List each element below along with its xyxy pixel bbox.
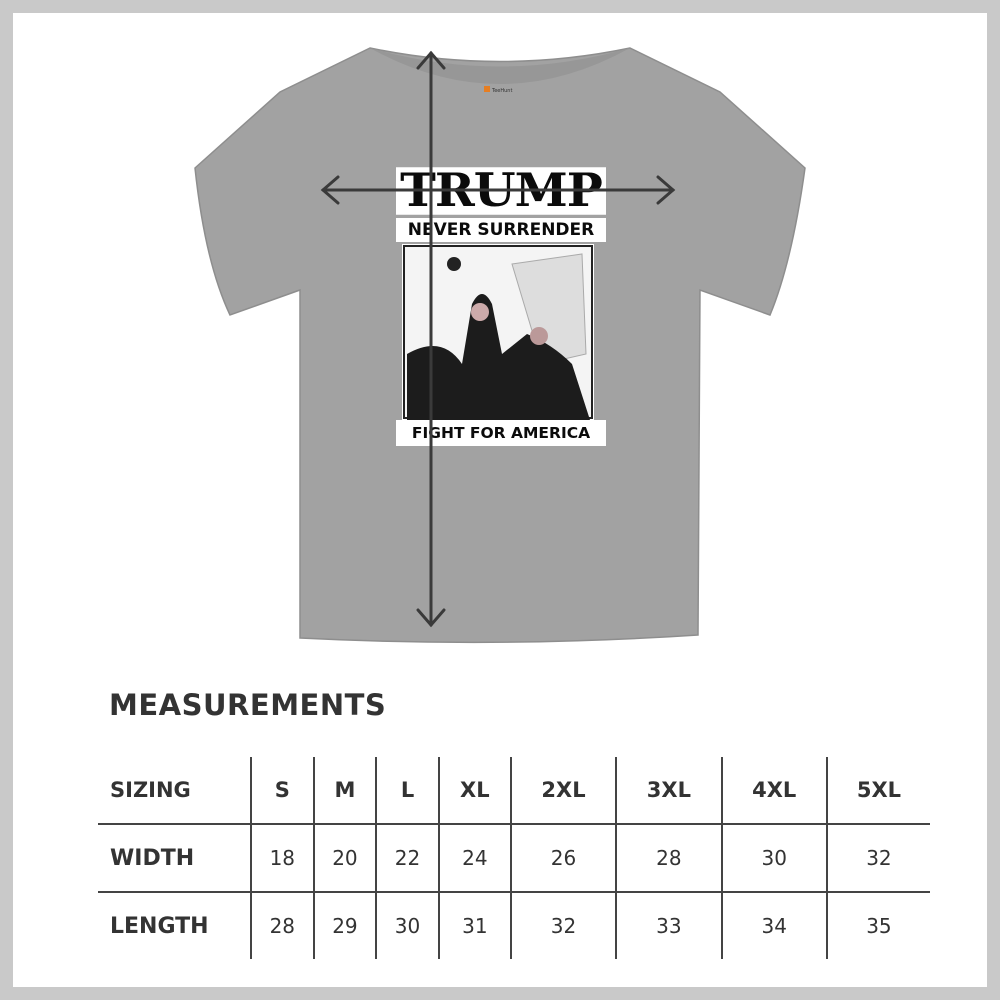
- cell: 32: [825, 823, 930, 892]
- size-4xl: 4XL: [720, 757, 827, 824]
- cell: 31: [437, 891, 511, 959]
- size-xl: XL: [437, 757, 511, 824]
- cell: 26: [509, 823, 617, 892]
- tshirt-collar: [370, 48, 630, 84]
- size-3xl: 3XL: [615, 757, 722, 824]
- size-2xl: 2XL: [509, 757, 617, 824]
- length-arrow: [416, 50, 446, 628]
- cell: 20: [312, 823, 377, 892]
- width-arrow: [320, 175, 676, 205]
- cell: 30: [720, 823, 827, 892]
- cell: 24: [437, 823, 511, 892]
- size-s: S: [250, 757, 314, 824]
- size-chart-table: SIZING S M L XL 2XL 3XL 4XL 5XL WIDTH 18…: [98, 757, 930, 959]
- size-l: L: [375, 757, 439, 824]
- brand-label: TeeHunt: [491, 88, 512, 94]
- cell: 33: [615, 891, 722, 959]
- photo-image: [403, 245, 593, 420]
- cell: 35: [825, 891, 930, 959]
- cell: 28: [250, 891, 314, 959]
- cell: 18: [250, 823, 314, 892]
- table-row-length: LENGTH 28 29 30 31 32 33 34 35: [98, 891, 930, 959]
- cell: 34: [720, 891, 827, 959]
- header-label: SIZING: [110, 778, 191, 802]
- size-m: M: [312, 757, 377, 824]
- table-header-row: SIZING S M L XL 2XL 3XL 4XL 5XL: [98, 757, 930, 824]
- table-row-width: WIDTH 18 20 22 24 26 28 30 32: [98, 823, 930, 892]
- cell: 29: [312, 891, 377, 959]
- row-label: WIDTH: [98, 823, 251, 892]
- brand-label-icon: [484, 86, 490, 92]
- print-photo: [402, 244, 594, 420]
- size-5xl: 5XL: [825, 757, 930, 824]
- measurements-heading: MEASUREMENTS: [109, 688, 387, 722]
- cell: 32: [509, 891, 617, 959]
- cell: 22: [375, 823, 439, 892]
- row-label: LENGTH: [98, 891, 251, 959]
- cell: 30: [375, 891, 439, 959]
- cell: 28: [615, 823, 722, 892]
